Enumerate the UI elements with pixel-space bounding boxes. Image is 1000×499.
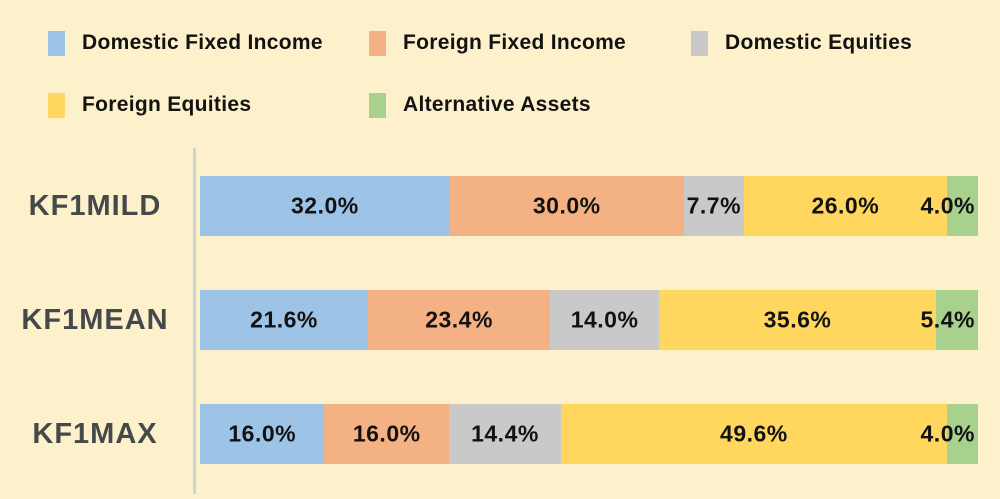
bar-segment-domestic-fixed-income: 16.0% <box>200 404 325 464</box>
legend-label: Domestic Equities <box>725 31 913 54</box>
legend-label: Domestic Fixed Income <box>82 31 323 54</box>
bar-segment-foreign-equities: 26.0% <box>743 176 947 236</box>
bar-track-kf1mean: 21.6% 23.4% 14.0% 35.6% 5.4% <box>200 290 978 350</box>
bar-segment-alternative-assets: 4.0% <box>921 404 978 464</box>
stacked-bar-chart: KF1MILD 32.0% 30.0% 7.7% 26.0% 4.0% KF1MEAN … <box>0 140 1000 499</box>
segment-value-label: 21.6% <box>250 306 318 333</box>
bar-segment-alternative-assets: 5.4% <box>921 290 978 350</box>
bar-segment-foreign-fixed-income: 30.0% <box>449 176 684 236</box>
bar-track-kf1max: 16.0% 16.0% 14.4% 49.6% 4.0% <box>200 404 978 464</box>
bar-track-kf1mild: 32.0% 30.0% 7.7% 26.0% 4.0% <box>200 176 978 236</box>
legend: Domestic Fixed Income Foreign Fixed Inco… <box>0 0 1000 140</box>
segment-value-label: 4.0% <box>920 192 975 219</box>
bar-segment-foreign-equities: 35.6% <box>659 290 936 350</box>
segment-value-label: 16.0% <box>228 420 297 447</box>
segment-value-label: 32.0% <box>290 192 359 219</box>
legend-item-domestic-equities: Domestic Equities <box>691 29 912 57</box>
legend-item-foreign-fixed-income: Foreign Fixed Income <box>369 29 626 57</box>
segment-value-label: 23.4% <box>425 306 493 333</box>
bar-segment-domestic-fixed-income: 21.6% <box>200 290 369 350</box>
legend-item-foreign-equities: Foreign Equities <box>48 91 251 119</box>
bar-row-kf1mean: KF1MEAN 21.6% 23.4% 14.0% 35.6% 5.4% <box>0 290 1000 350</box>
segment-value-label: 4.0% <box>920 420 975 447</box>
bar-row-kf1mild: KF1MILD 32.0% 30.0% 7.7% 26.0% 4.0% <box>0 176 1000 236</box>
bar-segment-foreign-fixed-income: 16.0% <box>324 404 449 464</box>
segment-value-label: 16.0% <box>352 420 421 447</box>
segment-value-label: 5.4% <box>920 306 975 333</box>
legend-swatch-foreign-fixed-income <box>369 30 386 56</box>
y-axis-line <box>193 148 196 494</box>
bar-row-kf1max: KF1MAX 16.0% 16.0% 14.4% 49.6% 4.0% <box>0 404 1000 464</box>
segment-value-label: 7.7% <box>686 192 742 219</box>
bar-segment-domestic-equities: 7.7% <box>683 176 744 236</box>
segment-value-label: 35.6% <box>763 306 832 333</box>
legend-label: Foreign Fixed Income <box>403 31 627 54</box>
legend-swatch-domestic-fixed-income <box>48 30 65 56</box>
bar-segment-alternative-assets: 4.0% <box>921 176 978 236</box>
segment-value-label: 26.0% <box>811 192 880 219</box>
legend-swatch-foreign-equities <box>48 92 65 118</box>
bar-segment-foreign-fixed-income: 23.4% <box>368 290 551 350</box>
row-label: KF1MEAN <box>21 304 169 336</box>
bar-segment-domestic-equities: 14.4% <box>448 404 561 464</box>
bar-segment-domestic-fixed-income: 32.0% <box>200 176 450 236</box>
bar-segment-domestic-equities: 14.0% <box>550 290 659 350</box>
legend-swatch-domestic-equities <box>691 30 708 56</box>
segment-value-label: 49.6% <box>720 420 788 447</box>
row-label: KF1MILD <box>28 190 162 222</box>
legend-swatch-alternative-assets <box>369 92 386 118</box>
segment-value-label: 30.0% <box>532 192 601 219</box>
legend-item-alternative-assets: Alternative Assets <box>369 91 591 119</box>
segment-value-label: 14.0% <box>570 306 639 333</box>
bar-segment-foreign-equities: 49.6% <box>560 404 947 464</box>
legend-item-domestic-fixed-income: Domestic Fixed Income <box>48 29 323 57</box>
legend-label: Alternative Assets <box>403 93 591 116</box>
segment-value-label: 14.4% <box>471 420 539 447</box>
row-label: KF1MAX <box>32 418 158 450</box>
legend-label: Foreign Equities <box>82 93 252 116</box>
